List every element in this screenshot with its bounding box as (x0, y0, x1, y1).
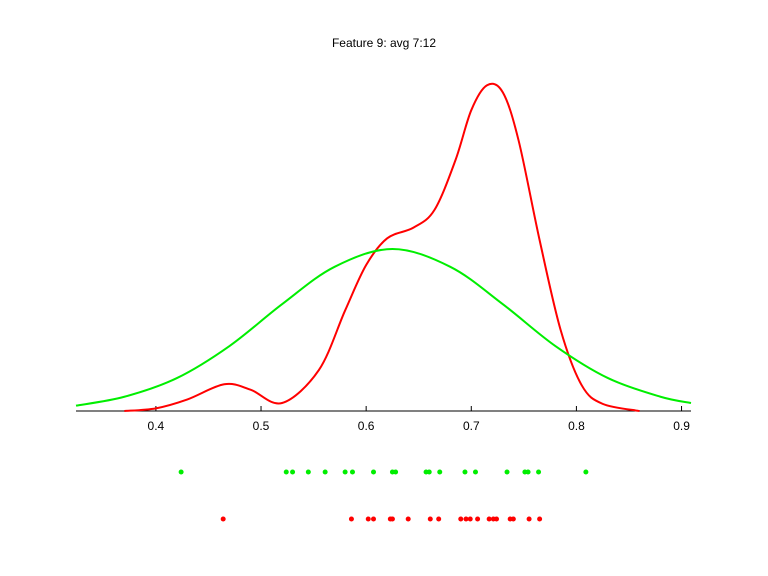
x-tick-label: 0.7 (463, 419, 480, 433)
sample-point (436, 516, 442, 522)
sample-point (389, 516, 395, 522)
sample-point (290, 469, 296, 475)
density-curve (75, 248, 692, 407)
sample-point (371, 516, 377, 522)
chart-title: Feature 9: avg 7:12 (332, 36, 436, 50)
sample-point (349, 469, 355, 475)
sample-point (365, 516, 371, 522)
sample-point (220, 516, 226, 522)
x-tick-label: 0.5 (253, 419, 270, 433)
x-tick-label: 0.9 (673, 419, 690, 433)
sample-point (475, 516, 481, 522)
x-tick-label: 0.6 (358, 419, 375, 433)
sample-point (305, 469, 311, 475)
sample-point (526, 516, 532, 522)
sample-point (537, 516, 543, 522)
sample-point (427, 516, 433, 522)
sample-point (426, 469, 432, 475)
sample-point (494, 516, 500, 522)
sample-point (178, 469, 184, 475)
sample-point (283, 469, 289, 475)
sample-point (371, 469, 377, 475)
x-tick-label: 0.4 (148, 419, 165, 433)
sample-point (458, 516, 464, 522)
sample-point (348, 516, 354, 522)
sample-point (525, 469, 531, 475)
sample-point (405, 516, 411, 522)
sample-point (583, 469, 589, 475)
sample-point (462, 469, 468, 475)
sample-point (536, 469, 542, 475)
sample-point (463, 516, 469, 522)
sample-point (322, 469, 328, 475)
sample-point (486, 516, 492, 522)
sample-point (472, 469, 478, 475)
density-curve (124, 82, 640, 412)
sample-point (510, 516, 516, 522)
sample-point (437, 469, 443, 475)
sample-point (393, 469, 399, 475)
sample-point (342, 469, 348, 475)
sample-point (504, 469, 510, 475)
x-tick-label: 0.8 (568, 419, 585, 433)
sample-point (467, 516, 473, 522)
